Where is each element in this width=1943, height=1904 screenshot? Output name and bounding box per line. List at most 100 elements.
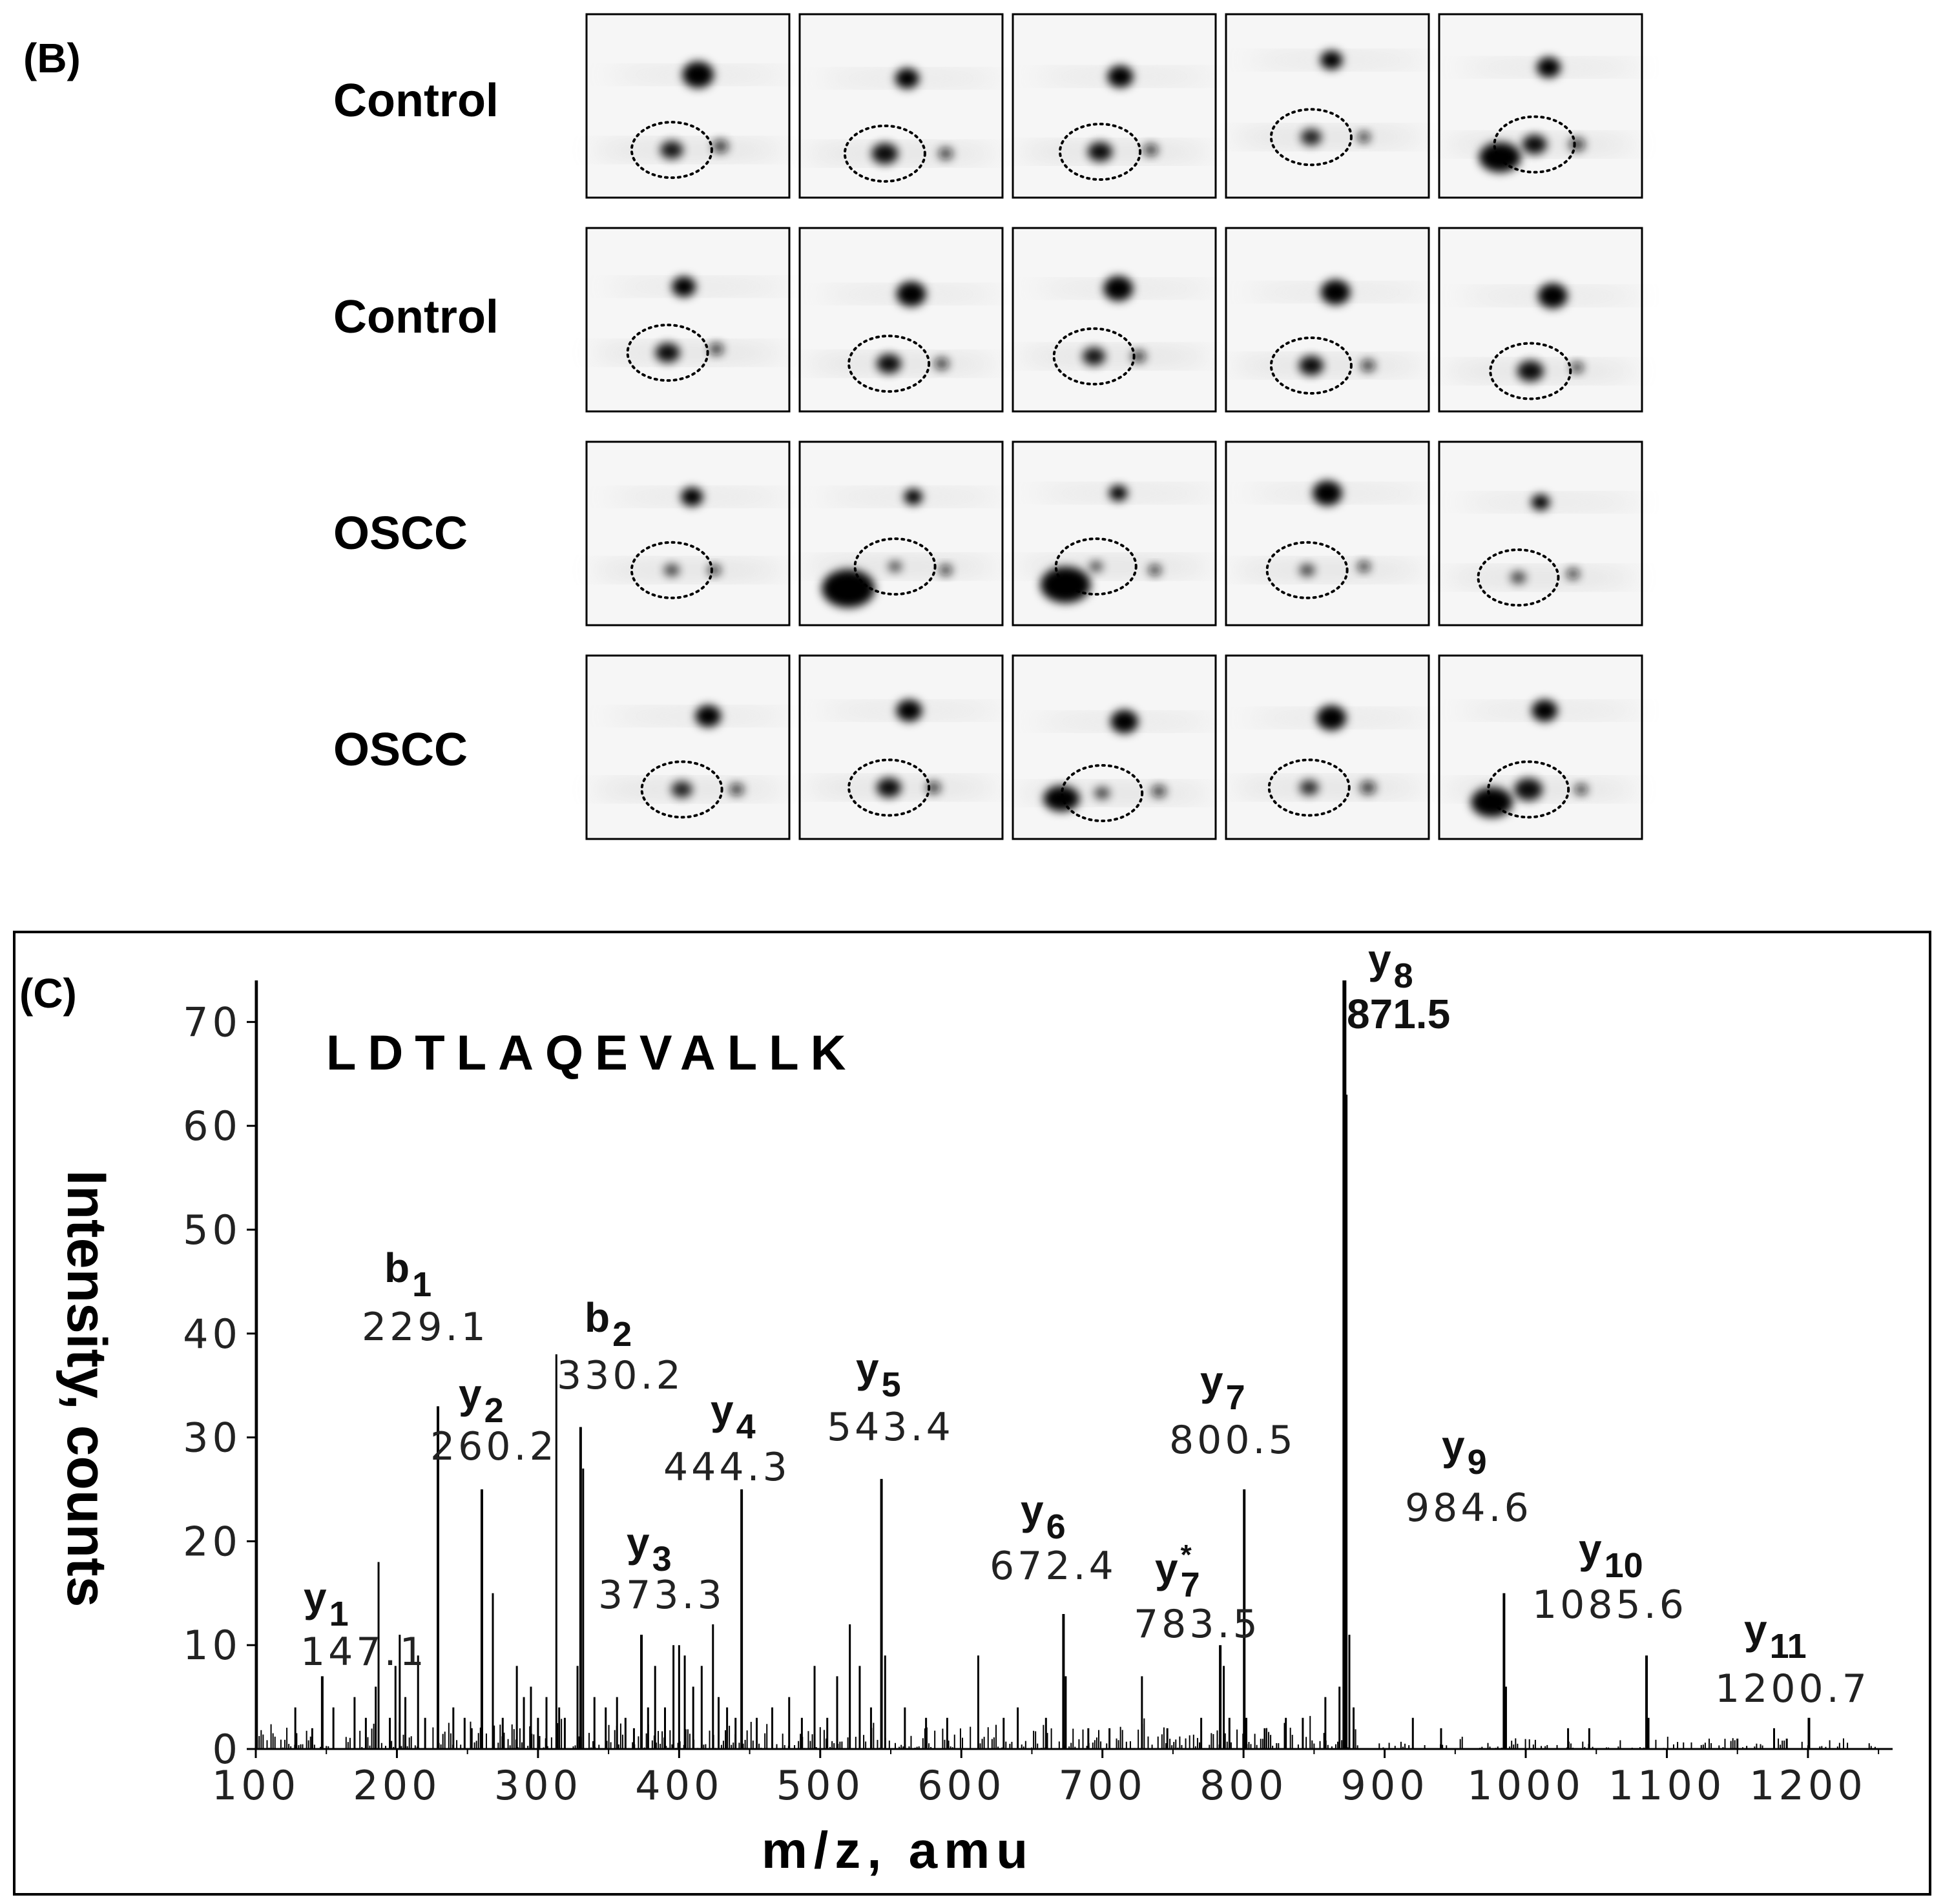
protein-spot xyxy=(1532,699,1558,722)
gel-tile-background xyxy=(800,14,1003,198)
protein-spot xyxy=(1510,571,1526,584)
protein-spot xyxy=(1300,129,1322,146)
protein-spot xyxy=(712,140,729,153)
gel-streak xyxy=(590,346,785,360)
peak-mz-label: 147.1 xyxy=(300,1630,428,1675)
gel-streak xyxy=(1230,563,1425,577)
row-label-1: Control xyxy=(333,75,499,127)
ion-label: y4 xyxy=(711,1387,756,1446)
gel-tile-background xyxy=(587,656,789,839)
protein-spot xyxy=(888,561,902,572)
gel-tile-background xyxy=(1013,656,1216,839)
protein-spot xyxy=(1088,142,1113,161)
y-tick-label: 40 xyxy=(183,1310,242,1358)
gel-tile-border xyxy=(1012,13,1217,199)
peak-mz-label: 1200.7 xyxy=(1715,1666,1870,1712)
ion-index: 9 xyxy=(1468,1443,1487,1482)
peak-mz-label: 330.2 xyxy=(557,1353,684,1398)
gel-tile-border xyxy=(798,654,1004,840)
ion-index: 11 xyxy=(1770,1627,1807,1666)
gel-tile-background xyxy=(1013,228,1216,411)
protein-spot xyxy=(1298,356,1324,375)
protein-spot xyxy=(871,143,899,164)
peak-mz-label: 672.4 xyxy=(990,1544,1117,1589)
gel-streak xyxy=(1017,145,1212,158)
gel-streak xyxy=(1459,497,1642,508)
spot-highlight-circle xyxy=(1269,336,1353,395)
gel-tile-border xyxy=(1012,227,1217,413)
gel-tile-border xyxy=(585,13,791,199)
y-tick-label: 70 xyxy=(183,999,242,1046)
row-label-2: Control xyxy=(333,291,499,343)
gel-tile-background xyxy=(587,14,789,198)
protein-spot xyxy=(895,68,920,89)
gel-tile-background xyxy=(1226,442,1429,625)
panel-c: (C) LDTLAQEVALLK m/z, amu Intensity, cou… xyxy=(13,931,1931,1896)
y-tick-label: 20 xyxy=(183,1518,242,1565)
spot-highlight-circle xyxy=(640,760,723,819)
gel-tile-background xyxy=(587,442,789,625)
panel-b: (B) Control Control OSCC OSCC xyxy=(23,13,1643,840)
ion-index: 7 xyxy=(1226,1378,1245,1417)
panel-c-label: (C) xyxy=(19,970,77,1017)
peptide-sequence: LDTLAQEVALLK xyxy=(326,1026,858,1081)
gel-tile-background xyxy=(1226,656,1429,839)
peak-mz-label: 984.6 xyxy=(1405,1485,1532,1531)
protein-spot xyxy=(682,61,714,88)
gel-tile-border xyxy=(1438,440,1643,626)
y-tick-label: 10 xyxy=(183,1622,242,1669)
protein-spot xyxy=(1108,485,1128,501)
gel-tile xyxy=(1012,13,1217,199)
peak-mz-label: 783.5 xyxy=(1134,1602,1261,1647)
spectrum-plot: 100 200 300 400 500 600 700 800 900 1000 1100 1200 0… xyxy=(183,936,1893,1809)
gel-tile-border xyxy=(1225,654,1430,840)
protein-spot xyxy=(1316,705,1347,730)
spot-highlight-circle xyxy=(1052,327,1136,386)
ion-label: y9 xyxy=(1442,1422,1487,1482)
protein-spot xyxy=(1531,494,1550,510)
protein-spot xyxy=(1313,481,1342,506)
protein-spot xyxy=(1514,778,1543,801)
gel-tile-border xyxy=(1225,440,1430,626)
gel-tile-border xyxy=(1225,227,1430,413)
protein-spot xyxy=(672,276,696,297)
gel-streak xyxy=(1230,781,1425,794)
protein-spot xyxy=(926,781,941,794)
ion-label: y7 xyxy=(1200,1358,1245,1417)
gel-tile-background xyxy=(1439,14,1642,198)
protein-spot xyxy=(671,781,692,798)
spot-highlight-circle xyxy=(1054,537,1138,596)
gel-tile-background xyxy=(1439,442,1642,625)
gel-tile xyxy=(798,440,1004,626)
gel-tile xyxy=(1225,227,1430,413)
protein-spot xyxy=(1517,360,1544,382)
gel-tile xyxy=(798,13,1004,199)
gel-tile-background xyxy=(800,656,1003,839)
protein-spot xyxy=(1103,276,1134,302)
protein-spot xyxy=(896,281,926,307)
peak-mz-label: 373.3 xyxy=(598,1573,725,1618)
peak-mz-label: 543.4 xyxy=(827,1405,954,1450)
gel-tile-background xyxy=(1439,228,1642,411)
panel-c-frame xyxy=(13,931,1931,1896)
gel-tile-border xyxy=(798,13,1004,199)
peak-annotation: y7*783.5 xyxy=(1134,1539,1261,1647)
ion-index: 8 xyxy=(1394,957,1413,995)
x-tick-label: 600 xyxy=(917,1762,1005,1809)
x-tick-label: 300 xyxy=(494,1762,582,1809)
gel-tile xyxy=(1012,227,1217,413)
gel-tile xyxy=(798,227,1004,413)
gel-tile-border xyxy=(585,654,791,840)
gel-tile-border xyxy=(798,227,1004,413)
protein-spot xyxy=(655,343,680,363)
row-label-4: OSCC xyxy=(333,724,468,776)
peak-mz-label: 444.3 xyxy=(663,1445,791,1490)
gel-tile xyxy=(1438,654,1643,840)
protein-spot xyxy=(1536,57,1561,78)
gel-tile-border xyxy=(1438,227,1643,413)
protein-spot xyxy=(1574,783,1588,795)
